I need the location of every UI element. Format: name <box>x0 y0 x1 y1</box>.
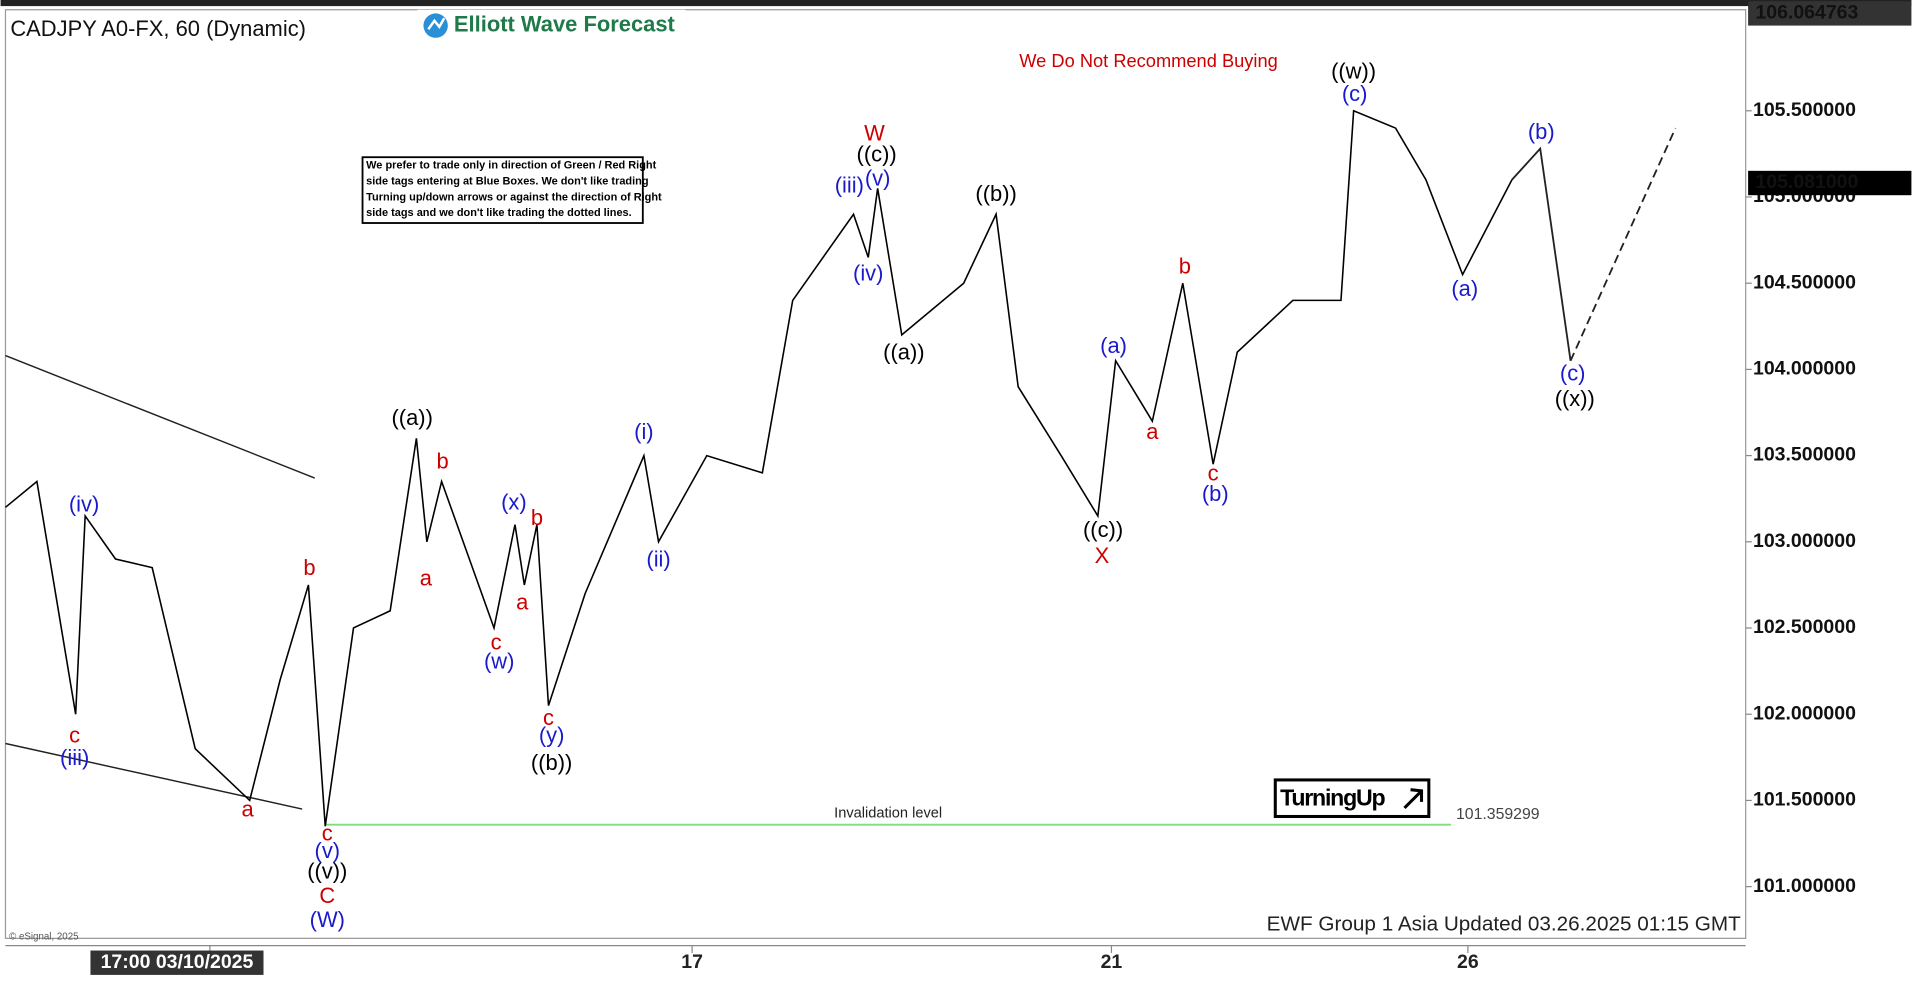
wave-label: a <box>516 590 529 615</box>
invalidation-value: 101.359299 <box>1456 806 1540 823</box>
logo-wave <box>427 17 446 30</box>
wave-label: b <box>437 448 449 473</box>
wave-label: (a) <box>1100 333 1127 358</box>
wave-label: X <box>1095 543 1110 568</box>
x-tick-label: 17:00 03/10/2025 <box>101 951 254 973</box>
x-tick-label: 21 <box>1101 951 1123 973</box>
high-label: 106.064763 <box>1755 2 1858 24</box>
top-border <box>0 0 1912 7</box>
wave-label: c <box>322 821 333 846</box>
warning: We Do Not Recommend Buying <box>1019 50 1278 71</box>
tag-arrow <box>1403 788 1424 810</box>
x-tick-label-bg <box>90 950 264 975</box>
wave-label: a <box>242 797 255 822</box>
wave-label: ((w)) <box>1331 59 1376 84</box>
wave-label: (ii) <box>646 547 670 572</box>
wave-label: (w) <box>484 648 514 673</box>
wave-label: c <box>1208 460 1219 485</box>
wave-label: (b) <box>1202 481 1229 506</box>
wave-label: ((b)) <box>531 750 572 775</box>
wave-label: (i) <box>634 419 653 444</box>
y-tick-label: 102.000000 <box>1753 702 1856 724</box>
wave-label: (iii) <box>60 745 89 770</box>
projection <box>1511 146 1572 361</box>
wave-label: ((a)) <box>392 405 433 430</box>
disclaimer-line: We prefer to trade only in direction of … <box>366 160 656 172</box>
x-tick-label: 17 <box>681 951 703 973</box>
wave-label: ((a)) <box>883 340 924 365</box>
wave-label: (iv) <box>69 491 99 516</box>
disclaimer-line: Turning up/down arrows or against the di… <box>366 191 662 203</box>
wave-label: (b) <box>1528 119 1555 144</box>
y-tick-label: 104.500000 <box>1753 271 1856 293</box>
logo: Elliott Wave Forecast <box>417 9 686 42</box>
disclaimer-line: side tags entering at Blue Boxes. We don… <box>366 175 648 187</box>
wave-label: (W) <box>310 907 345 932</box>
logo-text: Elliott Wave Forecast <box>454 11 676 36</box>
wave-label: (c) <box>1560 360 1586 385</box>
tag-box <box>1273 778 1431 819</box>
y-tick-label: 104.000000 <box>1753 358 1856 380</box>
wave-label: b <box>303 555 315 580</box>
wave-label: (y) <box>539 722 565 747</box>
invalidation-label: Invalidation level <box>834 806 942 822</box>
wave-label: W <box>864 121 885 146</box>
wave-label: ((v)) <box>307 859 347 884</box>
logo-bg <box>417 9 686 42</box>
wave-label: b <box>531 505 543 530</box>
y-tick-label: 101.000000 <box>1753 875 1856 897</box>
y-tick-label: 101.500000 <box>1753 789 1856 811</box>
disclaimer-line: side tags and we don't like trading the … <box>366 207 632 219</box>
wave-label: (v) <box>865 166 891 191</box>
wave-label: ((c)) <box>1083 517 1123 542</box>
wave-label: (x) <box>501 490 527 515</box>
wave-label: (iv) <box>853 260 883 285</box>
wave-label: ((x)) <box>1555 386 1595 411</box>
copyright: © eSignal, 2025 <box>9 932 78 943</box>
y-tick-label: 103.000000 <box>1753 530 1856 552</box>
wave-label: C <box>319 883 335 908</box>
last-price-label: 105.081000 <box>1755 171 1858 193</box>
wave-label: a <box>1146 419 1159 444</box>
wave-label: c <box>69 722 80 747</box>
x-tick-label: 26 <box>1457 951 1479 973</box>
wave-label: (v) <box>315 838 341 863</box>
chart-title: CADJPY A0-FX, 60 (Dynamic) <box>10 16 306 41</box>
logo-icon <box>423 13 448 38</box>
plot-frame <box>4 9 1747 939</box>
wave-label: c <box>543 705 554 730</box>
wave-label: ((c)) <box>857 141 897 166</box>
y-tick-label: 105.500000 <box>1753 99 1856 121</box>
trendline <box>5 354 315 479</box>
wave-label: (c) <box>1342 81 1368 106</box>
price-line <box>4 109 1513 827</box>
high-label-bg <box>1748 1 1912 26</box>
wave-label: (a) <box>1451 276 1478 301</box>
footer: EWF Group 1 Asia Updated 03.26.2025 01:1… <box>1267 912 1741 935</box>
wave-label: c <box>491 629 502 654</box>
projection-dashed <box>1569 127 1677 362</box>
tag-text: TurningUp <box>1280 785 1385 811</box>
wave-label: a <box>420 566 433 591</box>
last-price-bg <box>1748 170 1912 196</box>
wave-label: b <box>1179 253 1191 278</box>
wave-label: ((b)) <box>975 181 1016 206</box>
y-tick-label: 103.500000 <box>1753 444 1856 466</box>
y-tick-label: 102.500000 <box>1753 616 1856 638</box>
trendline <box>5 742 303 810</box>
disclaimer-box <box>361 156 644 224</box>
wave-label: (iii) <box>835 172 864 197</box>
